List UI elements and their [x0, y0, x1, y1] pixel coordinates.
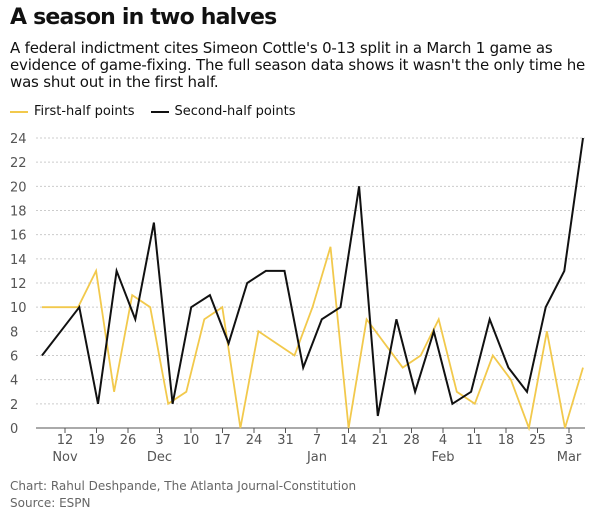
y-tick-label: 24: [10, 132, 27, 147]
y-tick-label: 12: [10, 277, 27, 292]
y-tick-label: 4: [10, 374, 18, 389]
series-line-first-half: [42, 246, 584, 432]
chart-credit: Chart: Rahul Deshpande, The Atlanta Jour…: [10, 479, 357, 493]
y-tick-label: 2: [10, 398, 18, 413]
legend-item-second-half: Second-half points: [150, 104, 296, 119]
x-tick-label: 28: [403, 433, 420, 448]
x-tick-label: 7: [313, 433, 321, 448]
legend-swatch-second-half: [150, 110, 169, 113]
x-tick-label: 25: [529, 433, 546, 448]
chart-title: A season in two halves: [10, 5, 277, 30]
legend-label-first-half: First-half points: [34, 104, 135, 119]
x-tick-label: 18: [498, 433, 515, 448]
chart-source: Source: ESPN: [10, 496, 91, 510]
month-label: Jan: [306, 450, 327, 465]
series-line-second-half: [41, 137, 584, 417]
legend-item-first-half: First-half points: [10, 104, 135, 119]
y-tick-label: 6: [10, 350, 18, 365]
month-label: Dec: [147, 450, 172, 465]
legend-swatch-first-half: [10, 110, 28, 113]
x-tick-label: 10: [183, 433, 200, 448]
x-tick-label: 31: [277, 433, 294, 448]
y-tick-label: 16: [10, 229, 27, 244]
x-tick-label: 14: [340, 433, 357, 448]
x-tick-label: 3: [565, 433, 573, 448]
y-tick-label: 0: [10, 422, 18, 437]
legend: First-half points Second-half points: [10, 104, 312, 119]
y-tick-label: 8: [10, 325, 18, 340]
y-tick-label: 18: [10, 205, 27, 220]
x-tick-label: 21: [372, 433, 389, 448]
chart-subtitle: A federal indictment cites Simeon Cottle…: [10, 39, 586, 91]
month-label: Nov: [52, 450, 78, 465]
x-tick-label: 19: [88, 433, 105, 448]
month-label: Mar: [557, 450, 582, 465]
legend-label-second-half: Second-half points: [174, 104, 296, 119]
x-tick-label: 11: [466, 433, 483, 448]
x-tick-label: 3: [155, 433, 163, 448]
y-tick-label: 20: [10, 180, 27, 195]
x-tick-label: 26: [120, 433, 137, 448]
x-tick-label: 17: [214, 433, 231, 448]
y-tick-label: 14: [10, 253, 27, 268]
y-tick-label: 10: [10, 301, 27, 316]
y-tick-label: 22: [10, 156, 27, 171]
x-tick-label: 24: [246, 433, 263, 448]
month-label: Feb: [431, 450, 454, 465]
x-tick-label: 4: [439, 433, 447, 448]
x-tick-label: 12: [57, 433, 74, 448]
